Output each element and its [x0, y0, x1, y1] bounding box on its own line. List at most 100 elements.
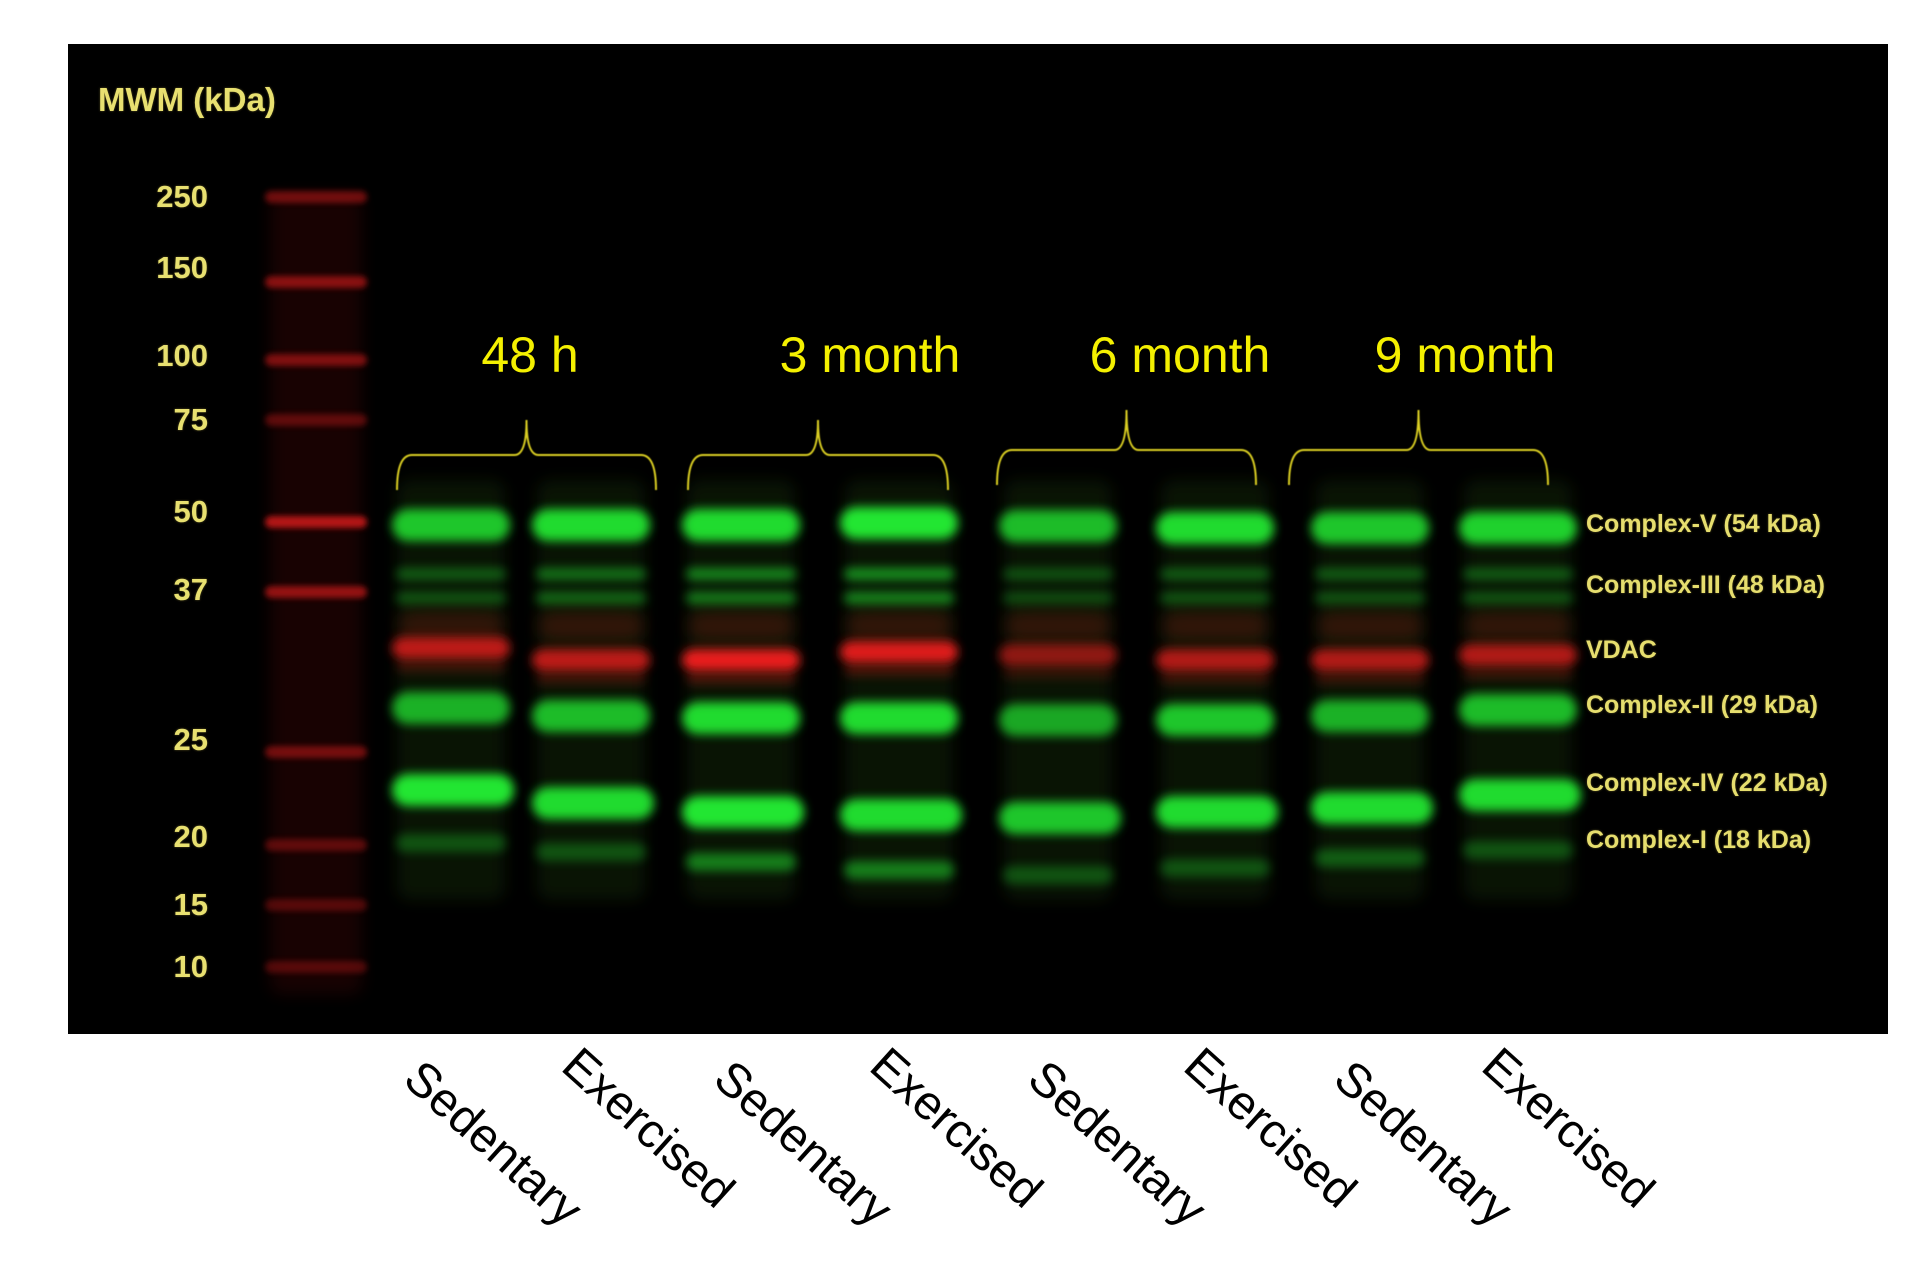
- band-vdac-lower: [396, 660, 506, 672]
- band-red-haze: [538, 612, 644, 640]
- band-complex-iii: [686, 568, 796, 580]
- band-vdac: [999, 644, 1117, 666]
- band-vdac-lower: [1160, 672, 1270, 684]
- band-complex-iii-lower: [844, 592, 954, 604]
- band-red-haze: [1465, 612, 1571, 640]
- band-complex-iii: [1003, 568, 1113, 580]
- band-vdac-lower: [844, 664, 954, 676]
- band-complex-v: [999, 510, 1117, 542]
- band-vdac-lower: [1463, 667, 1573, 679]
- band-complex-iii: [1463, 568, 1573, 580]
- mwm-title: MWM (kDa): [98, 81, 276, 118]
- group-bracket-3: [1288, 409, 1549, 486]
- mwm-tick-15: 15: [173, 887, 208, 922]
- band-label-5: Complex-I (18 kDa): [1586, 826, 1812, 854]
- mwm-tick-250: 250: [156, 179, 208, 214]
- mwm-tick-37: 37: [173, 572, 208, 607]
- band-complex-v: [840, 507, 958, 539]
- group-bracket-1: [687, 419, 949, 491]
- group-label-1: 3 month: [779, 327, 961, 383]
- band-label-1: Complex-III (48 kDa): [1586, 571, 1825, 599]
- group-bracket-layer: [396, 409, 1549, 491]
- ladder-band: [265, 276, 367, 288]
- band-complex-iii-lower: [1003, 592, 1113, 604]
- lane-smear: [537, 480, 645, 900]
- band-complex-i: [844, 861, 954, 879]
- band-complex-iii: [1160, 568, 1270, 580]
- band-vdac: [392, 637, 510, 659]
- band-vdac-lower: [1315, 672, 1425, 684]
- band-complex-i: [536, 843, 646, 861]
- band-vdac: [1156, 649, 1274, 671]
- band-complex-iii: [536, 568, 646, 580]
- band-red-haze: [1162, 612, 1268, 640]
- protein-band-layer: [392, 480, 1581, 900]
- mwm-tick-150: 150: [156, 250, 208, 285]
- band-complex-ii: [840, 702, 958, 734]
- band-complex-v: [1156, 512, 1274, 544]
- ladder-band: [265, 899, 367, 911]
- mwm-tick-25: 25: [173, 722, 208, 757]
- band-complex-v: [532, 509, 650, 541]
- band-red-haze: [688, 612, 794, 640]
- band-complex-iii-lower: [1463, 592, 1573, 604]
- band-red-haze: [1317, 612, 1423, 640]
- ladder-band: [265, 516, 367, 528]
- band-complex-iii: [396, 568, 506, 580]
- band-complex-iii-lower: [396, 592, 506, 604]
- ladder-band: [265, 414, 367, 426]
- band-complex-i: [396, 834, 506, 852]
- mwm-tick-100: 100: [156, 338, 208, 373]
- group-bracket-2: [996, 409, 1257, 486]
- band-vdac: [682, 649, 800, 671]
- band-complex-iv: [840, 799, 962, 831]
- western-blot-image: MWM (kDa) 250 150 100 75 50 37 25 20 15 10 Comple…: [68, 44, 1888, 1034]
- band-complex-ii: [999, 704, 1117, 736]
- band-red-haze: [846, 612, 952, 640]
- blot-bands-svg: [265, 191, 1581, 994]
- ladder-band: [265, 354, 367, 366]
- band-complex-ii: [532, 700, 650, 732]
- ladder-band: [265, 839, 367, 851]
- band-complex-i: [1463, 841, 1573, 859]
- lane-smear: [845, 480, 953, 900]
- lane-smear: [1161, 480, 1269, 900]
- band-complex-ii: [1459, 694, 1577, 726]
- band-complex-iv: [999, 802, 1121, 834]
- ladder-band: [265, 586, 367, 598]
- band-complex-iii: [1315, 568, 1425, 580]
- band-complex-ii: [682, 702, 800, 734]
- band-vdac: [1311, 649, 1429, 671]
- band-label-3: Complex-II (29 kDa): [1586, 691, 1819, 719]
- mwm-tick-20: 20: [173, 819, 208, 854]
- band-label-2: VDAC: [1586, 636, 1657, 664]
- band-complex-v: [1459, 512, 1577, 544]
- band-complex-ii: [1156, 704, 1274, 736]
- mwm-tick-10: 10: [173, 949, 208, 984]
- band-complex-iv: [1459, 779, 1581, 811]
- lane-smear: [1004, 480, 1112, 900]
- band-complex-ii: [1311, 700, 1429, 732]
- band-complex-iii-lower: [1160, 592, 1270, 604]
- band-complex-iv: [1311, 792, 1433, 824]
- band-complex-i: [1160, 859, 1270, 877]
- band-complex-v: [392, 509, 510, 541]
- band-complex-iii-lower: [1315, 592, 1425, 604]
- ladder-band: [265, 191, 367, 203]
- band-complex-v: [1311, 512, 1429, 544]
- band-complex-i: [686, 853, 796, 871]
- band-complex-iv: [532, 787, 654, 819]
- ladder-band: [265, 961, 367, 973]
- band-complex-iii-lower: [536, 592, 646, 604]
- band-red-haze: [1005, 612, 1111, 640]
- band-label-4: Complex-IV (22 kDa): [1586, 769, 1828, 797]
- band-vdac: [532, 649, 650, 671]
- mwm-tick-50: 50: [173, 494, 208, 529]
- band-complex-v: [682, 509, 800, 541]
- band-complex-iv: [1156, 796, 1278, 828]
- band-complex-iii-lower: [686, 592, 796, 604]
- band-vdac-lower: [686, 672, 796, 684]
- band-complex-ii: [392, 692, 510, 724]
- band-complex-i: [1003, 866, 1113, 884]
- band-complex-iv: [682, 796, 804, 828]
